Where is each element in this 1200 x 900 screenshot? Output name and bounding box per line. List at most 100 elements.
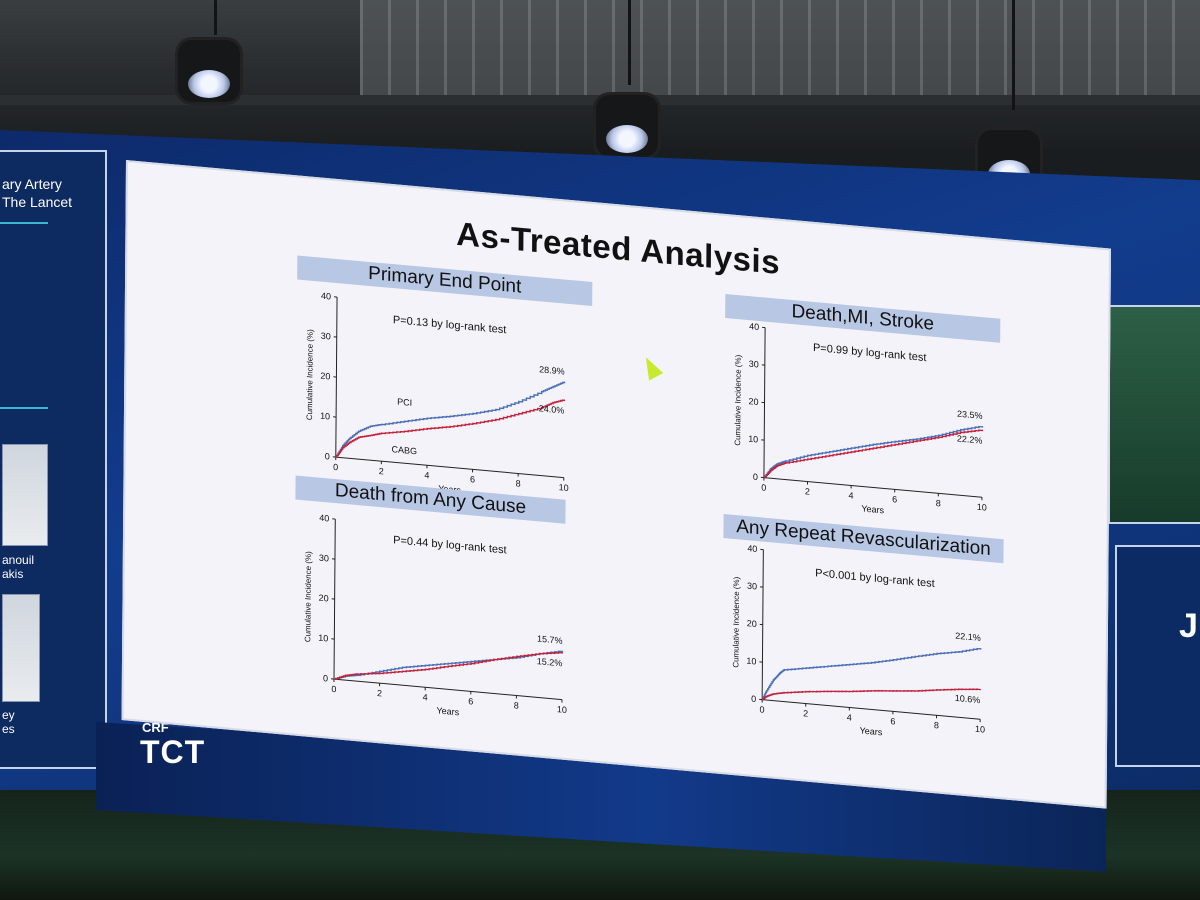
- slide-area: CRF TCT As-Treated Analysis Primary End …: [96, 150, 1111, 872]
- y-tick-label: 30: [321, 331, 331, 342]
- series-end-label: 24.0%: [539, 403, 565, 415]
- x-tick-label: 4: [848, 490, 853, 500]
- x-axis: [333, 678, 563, 701]
- y-tick-label: 10: [320, 411, 330, 422]
- left-panel-line: The Lancet: [2, 194, 73, 210]
- series-end-label: 22.1%: [955, 631, 981, 643]
- x-axis: [762, 699, 981, 720]
- right-video-panel: [1108, 305, 1200, 524]
- x-tick-label: 2: [803, 708, 808, 718]
- x-tick-label: 8: [936, 498, 941, 508]
- x-tick-label: 6: [890, 716, 895, 726]
- tct-logo-text: TCT: [140, 734, 206, 770]
- series-line: [762, 647, 982, 701]
- y-axis-label: Cumulative Incidence (%): [303, 550, 313, 642]
- right-panel-text: Ju: [1179, 607, 1200, 645]
- slide: As-Treated Analysis Primary End Point P=…: [121, 160, 1111, 809]
- y-tick-label: 40: [321, 291, 331, 302]
- stage-light-icon: [178, 40, 240, 102]
- x-tick-label: 10: [975, 724, 985, 735]
- y-axis-label: Cumulative Incidence (%): [305, 328, 315, 420]
- x-tick-label: 2: [377, 688, 382, 698]
- x-tick-label: 8: [516, 478, 521, 488]
- y-tick-label: 20: [319, 593, 329, 604]
- y-tick-label: 0: [753, 472, 758, 482]
- light-hanger: [1012, 0, 1015, 110]
- x-tick-label: 2: [805, 486, 810, 496]
- x-tick-label: 4: [847, 712, 852, 722]
- y-tick-label: 40: [749, 321, 759, 332]
- x-tick-label: 6: [892, 494, 897, 504]
- x-axis-label: Years: [436, 705, 459, 717]
- speaker-name: akis: [2, 567, 24, 581]
- x-tick-label: 0: [331, 684, 336, 694]
- right-info-panel: Ju: [1115, 545, 1200, 767]
- x-tick-label: 0: [761, 482, 766, 492]
- speaker-name: ey: [2, 708, 15, 722]
- y-tick-label: 10: [746, 656, 756, 667]
- series-end-label: 15.2%: [537, 656, 563, 668]
- y-tick-label: 30: [749, 359, 759, 370]
- y-tick-label: 10: [318, 633, 328, 644]
- x-tick-label: 6: [468, 696, 473, 706]
- x-tick-label: 6: [470, 474, 475, 484]
- x-tick-label: 8: [514, 700, 519, 710]
- series-line: [333, 651, 564, 681]
- series-line: [335, 399, 566, 458]
- y-axis: [333, 519, 336, 680]
- tct-logo: CRF TCT: [140, 720, 205, 769]
- y-tick-label: 40: [319, 513, 329, 524]
- y-tick-label: 20: [748, 396, 758, 407]
- y-tick-label: 0: [325, 451, 330, 461]
- series-end-label: 15.7%: [537, 634, 563, 646]
- x-axis: [335, 456, 564, 479]
- speaker-name: anouil: [2, 553, 35, 567]
- x-axis-label: Years: [861, 503, 884, 515]
- y-tick-label: 20: [747, 618, 757, 629]
- crf-logo-text: CRF: [142, 720, 169, 735]
- x-tick-label: 0: [760, 704, 765, 714]
- y-tick-label: 0: [323, 673, 328, 683]
- series-name-label: PCI: [397, 397, 412, 408]
- series-end-label: 22.2%: [957, 433, 983, 445]
- x-tick-label: 10: [557, 704, 567, 715]
- chart-repeat-revascularization: 0 10 20 30 40 0 2 4 6 8 10 Years Cumulative Incidenc…: [731, 543, 985, 737]
- series-line: [763, 425, 984, 479]
- y-tick-label: 0: [751, 694, 756, 704]
- y-tick-label: 30: [319, 553, 329, 564]
- series-end-label: 10.6%: [955, 693, 981, 705]
- stage-light-icon: [596, 95, 658, 157]
- series-name-label: CABG: [392, 444, 418, 456]
- y-tick-label: 40: [747, 543, 757, 554]
- series-line: [335, 381, 566, 458]
- x-tick-label: 4: [424, 470, 429, 480]
- y-axis-label: Cumulative Incidence (%): [733, 354, 743, 446]
- left-panel-divider: [0, 222, 48, 224]
- series-end-label: 28.9%: [539, 364, 565, 376]
- y-tick-label: 30: [747, 581, 757, 592]
- x-tick-label: 10: [559, 482, 569, 493]
- x-axis-label: Years: [860, 725, 883, 737]
- series-end-label: 23.5%: [957, 409, 983, 421]
- ceiling-rails: [360, 0, 1200, 100]
- light-hanger: [214, 0, 217, 35]
- series-line: [762, 688, 982, 701]
- light-hanger: [628, 0, 631, 85]
- x-tick-label: 0: [333, 462, 338, 472]
- y-tick-label: 20: [320, 371, 330, 382]
- speaker-name: es: [2, 722, 15, 736]
- series-line: [763, 429, 984, 479]
- x-axis: [763, 477, 982, 498]
- chart-death-mi-stroke: 0 10 20 30 40 0 2 4 6 8 10 Years Cumulative Incidenc…: [733, 321, 987, 515]
- left-info-panel: ary Artery The Lancet anouil akis ey es: [0, 150, 107, 769]
- x-tick-label: 2: [379, 466, 384, 476]
- left-panel-line: ary Artery: [2, 176, 62, 192]
- x-tick-label: 10: [977, 502, 987, 513]
- y-axis-label: Cumulative Incidence (%): [731, 576, 741, 668]
- x-tick-label: 4: [423, 692, 428, 702]
- x-tick-label: 8: [934, 720, 939, 730]
- speaker-photo: [2, 594, 40, 702]
- y-tick-label: 10: [748, 434, 758, 445]
- left-panel-divider: [0, 407, 48, 409]
